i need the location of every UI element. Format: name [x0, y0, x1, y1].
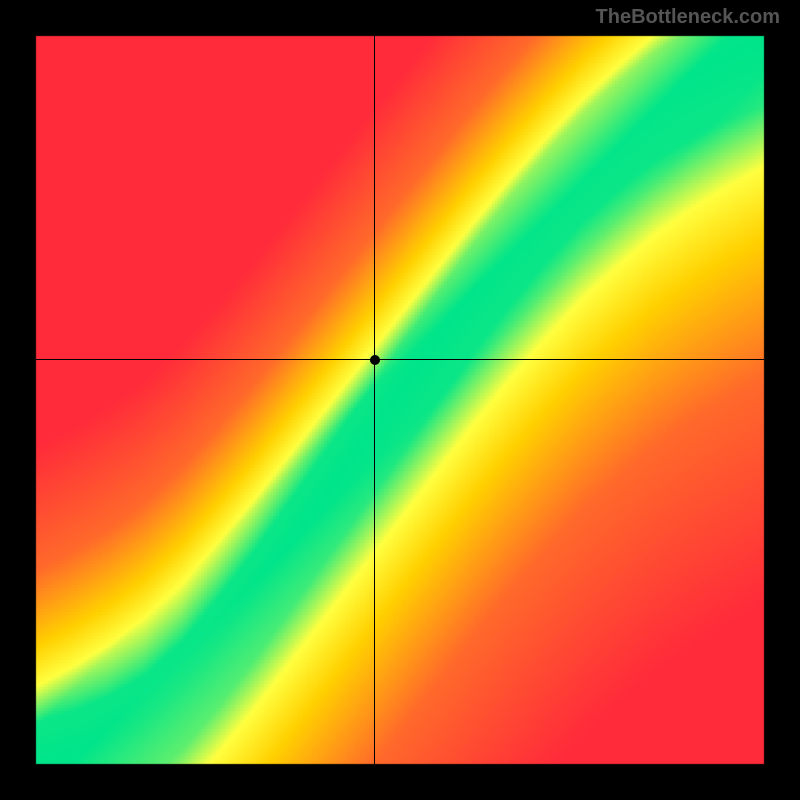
heatmap-frame — [0, 0, 800, 800]
bottleneck-heatmap — [0, 0, 800, 800]
crosshair-vertical — [374, 36, 375, 764]
crosshair-marker[interactable] — [370, 355, 380, 365]
crosshair-horizontal — [36, 359, 764, 360]
watermark-text: TheBottleneck.com — [596, 6, 780, 29]
